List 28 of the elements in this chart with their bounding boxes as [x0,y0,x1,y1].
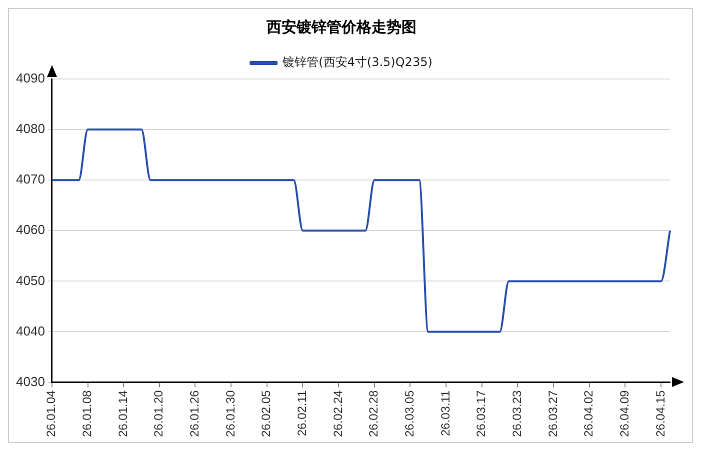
x-tick-label: 26.02.28 [366,390,381,438]
x-tick-label: 26.01.04 [44,390,58,438]
legend-label: 镀锌管(西安4寸(3.5)Q235) [282,55,432,70]
y-tick-label: 4080 [16,121,45,136]
y-tick-label: 4090 [16,70,45,86]
chart-title: 西安镀锌管价格走势图 [266,18,416,36]
x-tick-label: 26.01.14 [116,390,130,438]
x-tick-label: 26.01.26 [188,390,202,438]
y-tick-label: 4050 [16,272,45,288]
x-tick-label: 26.01.30 [223,390,238,438]
x-tick-label: 26.03.27 [546,390,560,438]
x-tick-label: 26.01.20 [152,390,166,438]
x-tick-label: 26.04.15 [653,390,668,438]
y-tick-label: 4040 [16,323,45,338]
x-tick-label: 26.02.05 [259,390,274,438]
y-tick-label: 4060 [16,222,45,238]
x-tick-label: 26.04.09 [618,390,632,438]
x-tick-label: 26.02.24 [330,390,345,438]
x-tick-label: 26.02.11 [295,390,310,436]
x-tick-label: 26.03.17 [474,390,488,438]
x-tick-label: 26.03.05 [402,390,417,438]
line-series [50,128,671,333]
x-tick-label: 26.04.02 [582,390,596,438]
x-tick-label: 26.01.08 [80,390,94,438]
y-tick-label: 4030 [16,374,45,389]
x-tick-label: 26.03.11 [438,390,452,436]
x-tick-label: 26.03.23 [510,390,524,438]
y-tick-label: 4070 [16,172,45,187]
